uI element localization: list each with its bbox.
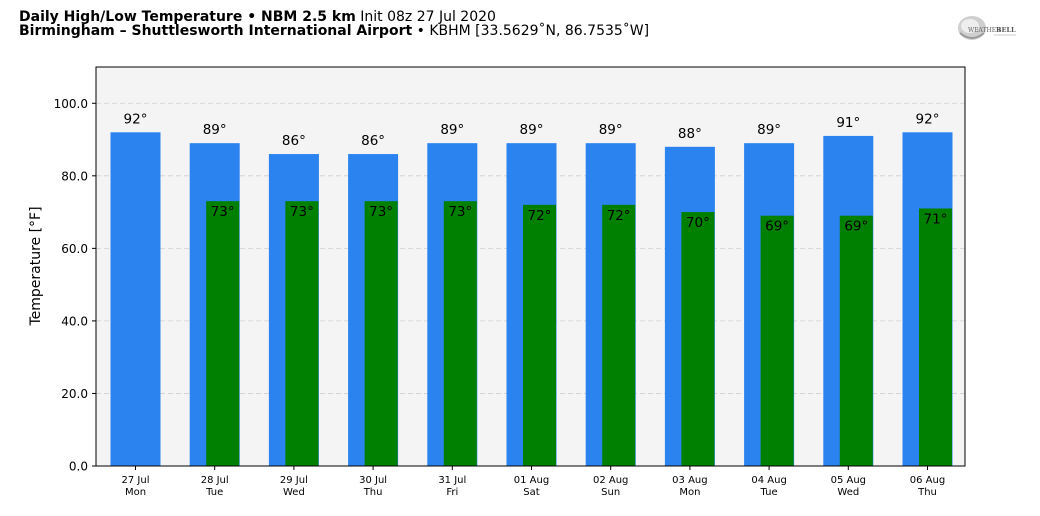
y-tick-label: 100.0 [54, 97, 88, 111]
y-axis-label: Temperature [°F] [28, 206, 44, 326]
high-temp-label: 89° [757, 122, 781, 138]
low-temp-bar [523, 204, 556, 466]
x-tick-day: Sun [601, 487, 620, 498]
title-main: Daily High/Low Temperature • NBM 2.5 km [19, 9, 356, 25]
high-temp-label: 91° [836, 115, 860, 131]
chart-title: Daily High/Low Temperature • NBM 2.5 km … [19, 9, 496, 25]
low-temp-bar [919, 208, 952, 467]
low-temp-bar [364, 201, 398, 466]
low-temp-bar [206, 201, 240, 466]
y-tick-label: 60.0 [61, 242, 88, 256]
low-temp-bar [681, 212, 715, 466]
svg-text:WEATHER: WEATHER [968, 27, 1001, 34]
low-temp-label: 73° [211, 204, 235, 220]
title-init-time: Init 08z 27 Jul 2020 [360, 9, 496, 25]
x-tick-date: 01 Aug [514, 475, 549, 486]
x-tick-date: 06 Aug [910, 475, 945, 486]
low-temp-bar [760, 215, 794, 466]
low-temp-label: 72° [607, 208, 631, 224]
x-tick-day: Wed [837, 487, 859, 498]
low-temp-label: 73° [369, 204, 393, 220]
x-tick-date: 30 Jul [359, 475, 387, 486]
x-tick-date: 29 Jul [280, 475, 308, 486]
x-tick-day: Fri [446, 487, 458, 498]
high-temp-label: 89° [203, 122, 227, 138]
bar-series: 92° 89° 73° 86° 73° 86° 73° 89° 73° 89° 72° 89° 72° 8… [110, 111, 953, 467]
low-temp-label: 73° [448, 204, 472, 220]
x-tick-day: Thu [363, 487, 383, 498]
x-tick-day: Sat [523, 487, 539, 498]
high-temp-label: 89° [440, 122, 464, 138]
low-temp-label: 70° [686, 215, 710, 231]
plot-frame [95, 66, 966, 467]
weatherbell-logo-icon: WEATHER BELL [958, 16, 1016, 40]
y-tick-label: 20.0 [61, 387, 88, 401]
y-tick-label: 80.0 [61, 169, 88, 183]
x-tick-day: Mon [125, 487, 146, 498]
high-temp-label: 92° [124, 111, 148, 127]
low-temp-label: 69° [844, 219, 868, 235]
y-tick-label: 40.0 [61, 314, 88, 328]
x-tick-date: 02 Aug [593, 475, 628, 486]
x-tick-date: 03 Aug [672, 475, 707, 486]
high-temp-label: 89° [520, 122, 544, 138]
low-temp-label: 73° [290, 204, 314, 220]
station-subtitle: Birmingham – Shuttlesworth International… [19, 23, 649, 39]
low-temp-bar [839, 215, 873, 466]
x-tick-date: 04 Aug [751, 475, 786, 486]
low-temp-bar [602, 204, 636, 466]
y-axis: 0.0 20.0 40.0 60.0 80.0 100.0 [54, 97, 96, 474]
station-coordinates: • KBHM [33.5629˚N, 86.7535˚W] [416, 23, 650, 39]
x-tick-date: 28 Jul [201, 475, 229, 486]
x-tick-day: Tue [760, 487, 778, 498]
low-temp-bar [285, 201, 319, 466]
low-temp-bar [443, 201, 477, 466]
svg-text:BELL: BELL [996, 26, 1016, 34]
x-tick-day: Tue [205, 487, 223, 498]
high-temp-bar [110, 132, 161, 467]
x-tick-date: 31 Jul [438, 475, 466, 486]
low-temp-label: 71° [924, 211, 948, 227]
high-temp-label: 88° [678, 126, 702, 142]
low-temp-label: 72° [528, 208, 552, 224]
high-temp-label: 89° [599, 122, 623, 138]
x-tick-day: Thu [917, 487, 937, 498]
x-tick-day: Wed [283, 487, 305, 498]
station-name: Birmingham – Shuttlesworth International… [19, 23, 413, 39]
x-tick-date: 27 Jul [122, 475, 150, 486]
x-tick-date: 05 Aug [831, 475, 866, 486]
high-temp-label: 86° [361, 133, 385, 149]
high-temp-label: 92° [916, 111, 940, 127]
y-tick-label: 0.0 [69, 460, 88, 474]
x-tick-day: Mon [679, 487, 700, 498]
high-temp-label: 86° [282, 133, 306, 149]
low-temp-label: 69° [765, 219, 789, 235]
